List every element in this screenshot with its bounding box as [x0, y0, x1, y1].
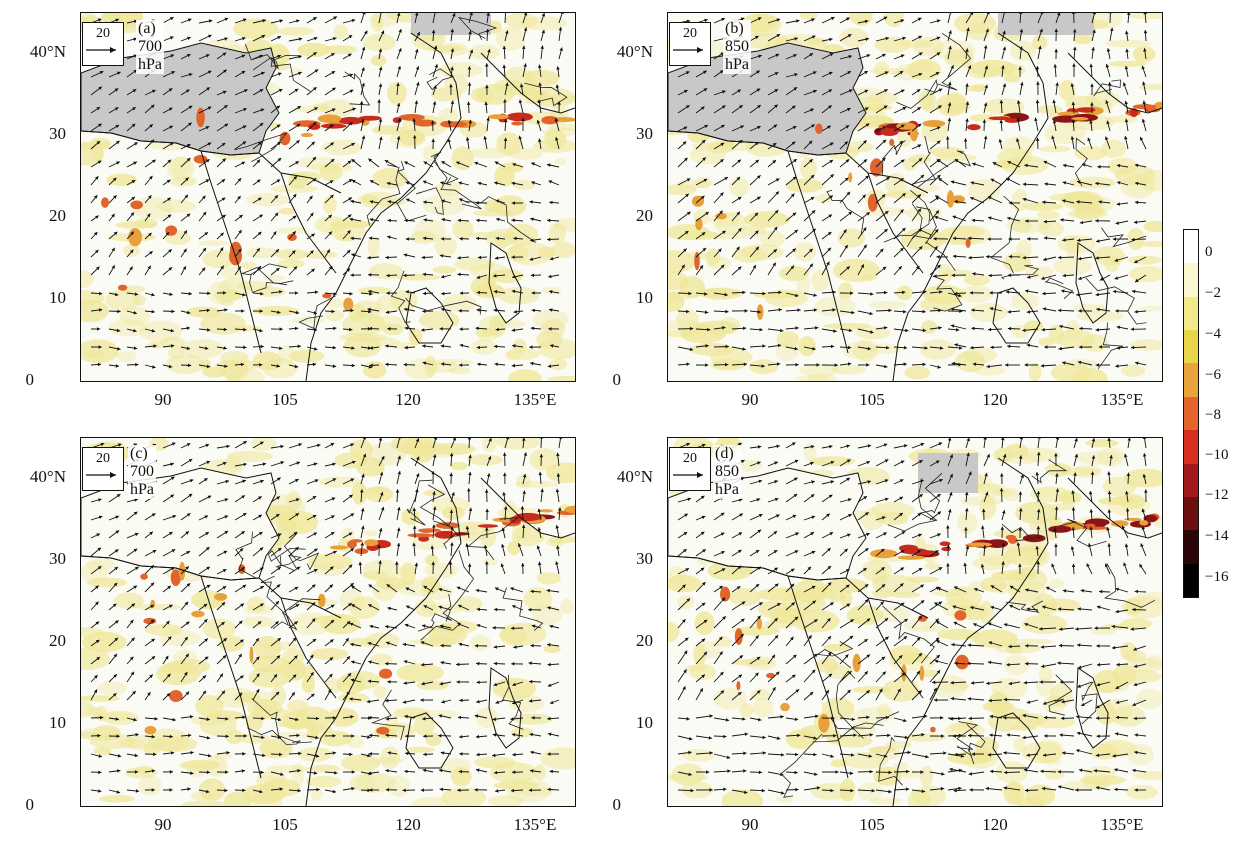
rain-band: [101, 107, 575, 312]
panel-title: (b) 850 hPa: [723, 20, 751, 74]
rain-band: [720, 513, 1160, 733]
panel-title: (c) 700 hPa: [128, 445, 156, 499]
plateau-mask: [81, 43, 279, 155]
reference-arrow-icon: [86, 47, 116, 53]
lat-label-30: 30: [49, 124, 66, 143]
lon-label-90: 90: [154, 390, 172, 409]
terrain-mask: [411, 13, 491, 35]
map-c: [80, 437, 576, 807]
reference-vector-box: 20: [669, 447, 711, 491]
colorbar-tick: 0: [1205, 244, 1213, 260]
reference-arrow-icon: [673, 472, 703, 478]
lat-label-10: 10: [49, 288, 66, 307]
colorbar-tick: −16: [1205, 569, 1229, 585]
colorbar: [1183, 229, 1199, 598]
reference-vector-label: 20: [683, 26, 697, 41]
lat-label-20: 20: [49, 631, 66, 650]
colorbar-tick: −4: [1205, 326, 1221, 342]
lat-label-30: 30: [636, 124, 653, 143]
lat-label-40n: 40°N: [29, 42, 66, 61]
colorbar-swatch: [1184, 496, 1198, 531]
colorbar-swatch: [1184, 330, 1198, 364]
map-b-canvas: [668, 13, 1162, 381]
lon-label-105: 105: [272, 815, 298, 834]
lat-label-40n: 40°N: [616, 467, 653, 486]
map-d-canvas: [668, 438, 1162, 806]
lon-label-120: 120: [395, 390, 421, 409]
lat-label-20: 20: [636, 631, 653, 650]
lon-label-135e: 135°E: [1100, 815, 1144, 834]
colorbar-swatch: [1184, 430, 1198, 465]
lat-label-20: 20: [49, 206, 66, 225]
lon-label-120: 120: [982, 390, 1008, 409]
coastlines: [81, 457, 575, 806]
reference-vector-box: 20: [82, 447, 124, 491]
colorbar-tick: −8: [1205, 407, 1221, 423]
lat-label-20: 20: [636, 206, 653, 225]
lat-label-0: 0: [25, 370, 35, 389]
lat-label-0: 0: [612, 795, 622, 814]
colorbar-swatch: [1184, 263, 1198, 298]
lat-label-10: 10: [636, 713, 653, 732]
reference-vector-label: 20: [683, 451, 697, 466]
lon-label-120: 120: [982, 815, 1008, 834]
colorbar-tick: −14: [1205, 528, 1229, 544]
colorbar-swatch: [1184, 230, 1198, 264]
lat-label-10: 10: [636, 288, 653, 307]
lat-label-30: 30: [49, 549, 66, 568]
map-d: [667, 437, 1163, 807]
coastlines: [668, 32, 1162, 381]
wind-vectors: [677, 13, 1148, 369]
panel-title: (a) 700 hPa: [136, 20, 164, 74]
colorbar-tick: −2: [1205, 285, 1221, 301]
coastlines: [81, 16, 575, 381]
colorbar-tick: −12: [1205, 487, 1229, 503]
lon-label-105: 105: [859, 390, 885, 409]
reference-vector-label: 20: [96, 26, 110, 41]
reference-vector-label: 20: [96, 451, 110, 466]
colorbar-swatch: [1184, 563, 1198, 598]
map-a-canvas: [81, 13, 575, 381]
wind-vectors: [90, 13, 564, 369]
wind-vectors: [677, 438, 1148, 795]
panel-title: (d) 850 hPa: [713, 445, 741, 499]
terrain-mask: [998, 13, 1094, 35]
lat-label-0: 0: [25, 795, 35, 814]
reference-arrow-icon: [673, 47, 703, 53]
colorbar-swatch: [1184, 363, 1198, 398]
lon-label-105: 105: [859, 815, 885, 834]
lon-label-135e: 135°E: [1100, 390, 1144, 409]
lon-label-90: 90: [741, 815, 759, 834]
precip-field: [81, 13, 575, 381]
colorbar-tick: −10: [1205, 447, 1229, 463]
lon-label-135e: 135°E: [513, 815, 557, 834]
map-a: [80, 12, 576, 382]
lat-label-30: 30: [636, 549, 653, 568]
lon-label-120: 120: [395, 815, 421, 834]
lat-label-40n: 40°N: [29, 467, 66, 486]
lon-label-135e: 135°E: [513, 390, 557, 409]
lat-label-0: 0: [612, 370, 622, 389]
lon-label-105: 105: [272, 390, 298, 409]
lat-label-10: 10: [49, 713, 66, 732]
lat-label-40n: 40°N: [616, 42, 653, 61]
reference-vector-box: 20: [669, 22, 711, 66]
lon-label-90: 90: [741, 390, 759, 409]
colorbar-swatch: [1184, 530, 1198, 565]
wind-vectors: [90, 438, 563, 794]
reference-vector-box: 20: [82, 22, 124, 66]
colorbar-swatch: [1184, 296, 1198, 331]
colorbar-tick: −6: [1205, 367, 1221, 383]
colorbar-swatch: [1184, 463, 1198, 498]
coastlines: [668, 457, 1162, 806]
reference-arrow-icon: [86, 472, 116, 478]
lon-label-90: 90: [154, 815, 172, 834]
colorbar-swatch: [1184, 396, 1198, 431]
